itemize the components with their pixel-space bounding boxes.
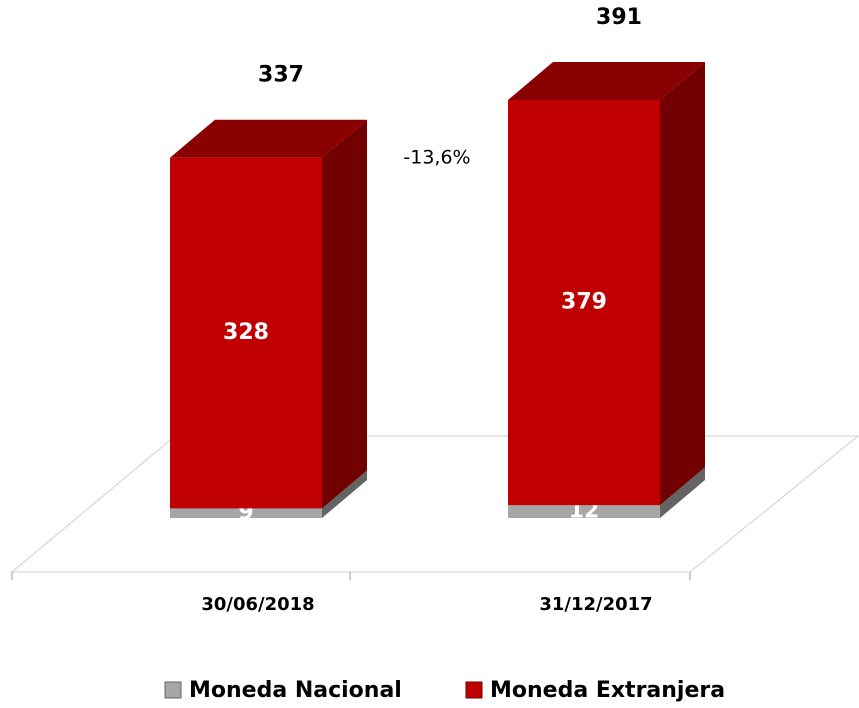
legend-label: Moneda Extranjera	[490, 678, 725, 703]
data-label: 328	[223, 320, 269, 345]
legend-swatch	[164, 681, 182, 699]
x-tick-label: 31/12/2017	[539, 594, 652, 615]
annotation: -13,6%	[403, 147, 470, 169]
legend-swatch	[465, 681, 483, 699]
x-tick-label: 30/06/2018	[201, 594, 314, 615]
floor	[10, 435, 859, 573]
bar-side	[660, 62, 705, 506]
bar	[508, 505, 660, 518]
bar-top	[170, 119, 367, 158]
bar-side	[322, 470, 367, 518]
bar-side	[322, 119, 367, 509]
total-label: 337	[258, 63, 304, 88]
bar	[170, 508, 322, 518]
data-label: 379	[561, 290, 607, 315]
total-label: 391	[596, 5, 642, 30]
bar	[170, 157, 322, 509]
bar-top	[508, 62, 705, 100]
bar	[508, 100, 660, 506]
bar-side	[660, 467, 705, 518]
legend-label: Moneda Nacional	[189, 678, 402, 703]
